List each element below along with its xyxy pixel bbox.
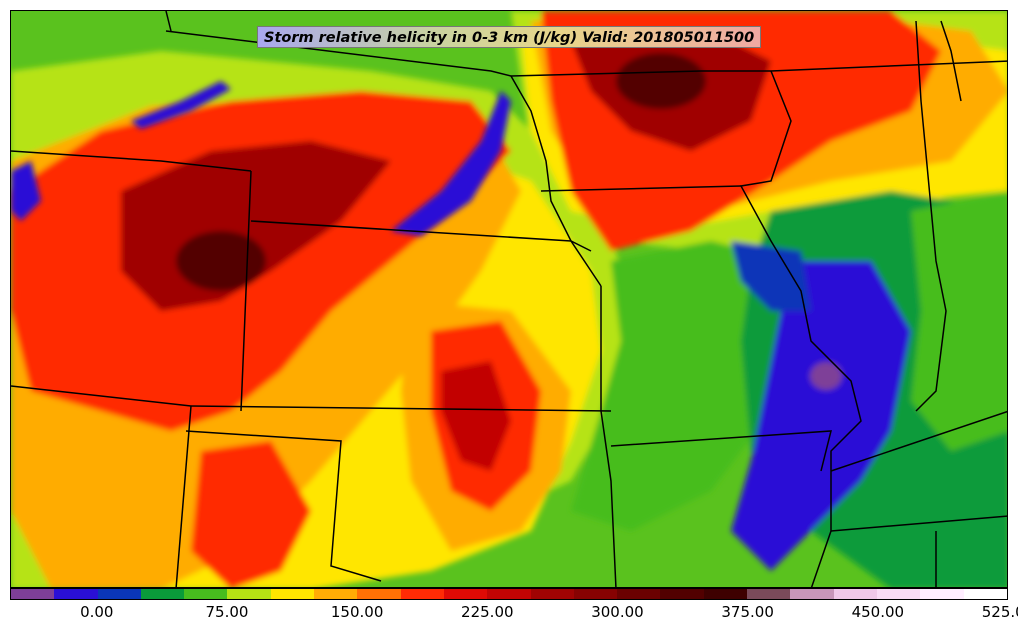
border-lake-michigan	[940, 20, 962, 102]
colorbar	[10, 588, 1008, 600]
field-maroon-wy	[176, 231, 266, 291]
field-lightgreen-ne	[911, 191, 1007, 451]
field-blue-streak-ne	[391, 91, 511, 236]
colorbar-tick-label: 150.00	[330, 603, 384, 621]
border-co-nm	[11, 385, 192, 407]
colorbar-swatch	[573, 589, 618, 599]
colorbar-swatch	[920, 589, 964, 599]
border-ia-mn	[510, 70, 702, 77]
field-maroon-mn	[616, 53, 706, 109]
colorbar-tick-label: 300.00	[591, 603, 644, 621]
colorbar-tick-label: 525.00	[981, 603, 1018, 621]
colorbar-swatch	[617, 589, 661, 599]
border-wi-il	[770, 60, 1007, 72]
border-mn-north	[165, 11, 172, 32]
border-ks-mo	[600, 286, 617, 587]
colorbar-tick-label: 0.00	[80, 603, 114, 621]
colorbar-swatch	[400, 589, 444, 599]
field-darkblue-east	[731, 241, 811, 311]
colorbar-swatch	[790, 589, 834, 599]
field-red-ok	[191, 441, 311, 587]
colorbar-swatch	[747, 589, 791, 599]
field-blue-streak-sd	[131, 81, 231, 129]
colorbar-swatch	[227, 589, 271, 599]
field-blue-streak-co	[11, 161, 41, 221]
colorbar-tick-label: 75.00	[205, 603, 249, 621]
colorbar-tick-label: 375.00	[721, 603, 774, 621]
border-wy-east	[240, 170, 252, 412]
colorbar-swatch	[140, 589, 185, 599]
border-nm-east	[175, 405, 192, 587]
colorbar-tick-label: 225.00	[461, 603, 514, 621]
border-ks-ok	[190, 405, 612, 412]
border-ok-panhandle	[185, 430, 382, 582]
border-il-in	[915, 20, 947, 412]
border-sd-ne	[11, 150, 252, 172]
colorbar-swatch	[660, 589, 704, 599]
state-boundaries	[11, 11, 1007, 587]
colorbar-swatch	[963, 589, 1007, 599]
colorbar-swatch	[703, 589, 748, 599]
border-ia-mo	[540, 185, 742, 192]
border-tn-al	[830, 515, 1007, 532]
colorbar-swatch	[11, 589, 55, 599]
helicity-contours	[11, 11, 1007, 587]
field-blue-east	[731, 261, 911, 571]
colorbar-swatch	[876, 589, 921, 599]
helicity-map: Storm relative helicity in 0-3 km (J/kg)…	[10, 10, 1008, 588]
field-purple-east	[810, 362, 842, 390]
map-title: Storm relative helicity in 0-3 km (J/kg)…	[257, 26, 762, 48]
field-darkred-ks	[441, 361, 511, 471]
colorbar-swatch	[54, 589, 98, 599]
colorbar-swatch	[97, 589, 141, 599]
colorbar-swatch	[270, 589, 315, 599]
colorbar-swatch	[530, 589, 574, 599]
colorbar-tick-label: 450.00	[851, 603, 905, 621]
colorbar-swatch	[357, 589, 401, 599]
colorbar-swatch	[184, 589, 228, 599]
border-mississippi	[739, 70, 862, 587]
colorbar-swatch	[314, 589, 358, 599]
border-mo-ar	[610, 430, 832, 472]
helicity-field	[11, 11, 1007, 587]
colorbar-swatch	[833, 589, 877, 599]
colorbar-swatch	[443, 589, 488, 599]
colorbar-swatch	[487, 589, 531, 599]
border-missouri-river	[510, 75, 602, 287]
colorbar-tick-labels: 0.00 75.00 150.00 225.00 300.00 375.00 450.00 5…	[10, 603, 1018, 625]
helicity-streaks	[11, 81, 511, 236]
border-ky-tn	[830, 410, 1007, 472]
